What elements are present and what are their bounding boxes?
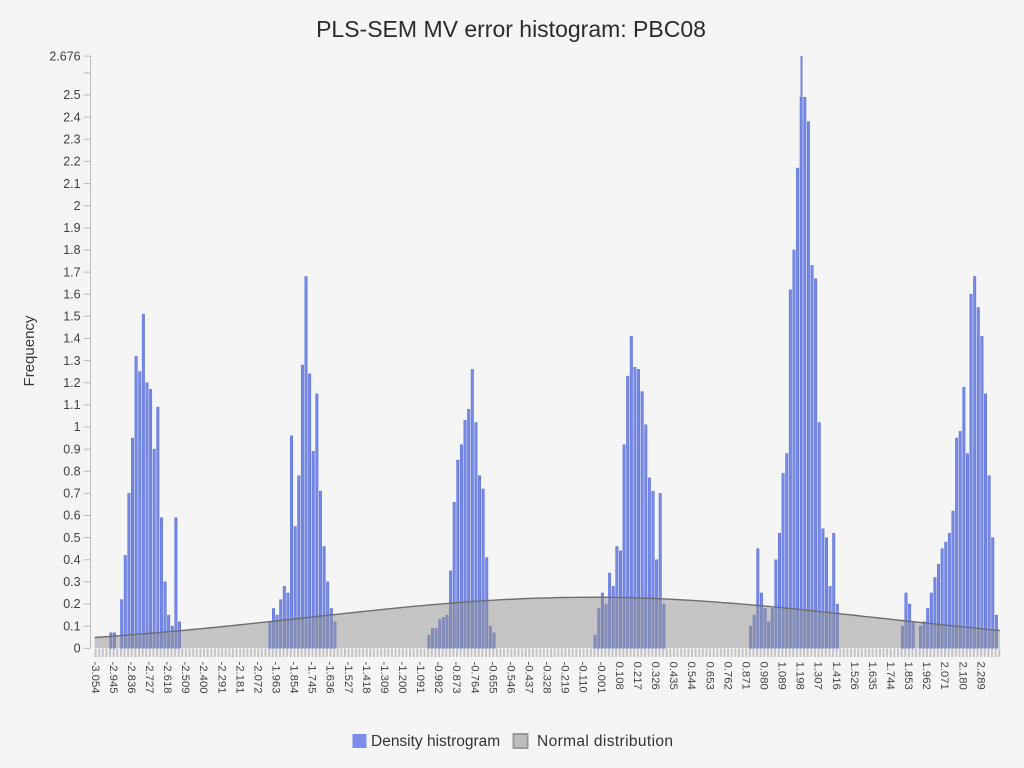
svg-text:-1.309: -1.309 <box>378 662 390 694</box>
svg-text:1.635: 1.635 <box>866 662 878 690</box>
svg-text:-2.291: -2.291 <box>215 662 227 694</box>
svg-text:0.108: 0.108 <box>613 662 625 690</box>
svg-text:0: 0 <box>74 642 81 656</box>
svg-text:2.676: 2.676 <box>49 49 80 63</box>
svg-text:-0.546: -0.546 <box>505 662 517 694</box>
svg-text:-0.110: -0.110 <box>577 662 589 693</box>
svg-text:1.9: 1.9 <box>63 221 80 235</box>
svg-text:1: 1 <box>74 420 81 434</box>
svg-text:-1.418: -1.418 <box>360 662 372 694</box>
svg-text:0.326: 0.326 <box>649 662 661 690</box>
svg-text:-0.001: -0.001 <box>595 662 607 694</box>
svg-text:0.8: 0.8 <box>63 465 80 479</box>
svg-text:0.9: 0.9 <box>63 442 80 456</box>
svg-text:0.980: 0.980 <box>758 662 770 690</box>
svg-text:0.871: 0.871 <box>739 662 751 690</box>
svg-text:-1.636: -1.636 <box>324 662 336 694</box>
svg-text:2.5: 2.5 <box>63 88 80 102</box>
svg-text:2.1: 2.1 <box>63 177 80 191</box>
svg-text:-1.745: -1.745 <box>306 662 318 694</box>
svg-text:-1.854: -1.854 <box>288 662 300 694</box>
svg-text:2.3: 2.3 <box>63 133 80 147</box>
svg-text:0.4: 0.4 <box>63 553 80 567</box>
svg-text:2.180: 2.180 <box>956 662 968 690</box>
svg-text:-2.836: -2.836 <box>125 662 137 694</box>
svg-text:1.3: 1.3 <box>63 354 80 368</box>
svg-text:1.7: 1.7 <box>63 265 80 279</box>
svg-text:0.6: 0.6 <box>63 509 80 523</box>
svg-text:-2.945: -2.945 <box>107 662 119 694</box>
svg-text:0.435: 0.435 <box>667 662 679 690</box>
svg-text:0.5: 0.5 <box>63 531 80 545</box>
svg-text:0.1: 0.1 <box>63 619 80 633</box>
svg-text:1.198: 1.198 <box>794 662 806 690</box>
svg-text:1.1: 1.1 <box>63 398 80 412</box>
svg-text:0.7: 0.7 <box>63 487 80 501</box>
svg-text:2: 2 <box>74 199 81 213</box>
svg-text:0.3: 0.3 <box>63 575 80 589</box>
svg-text:-0.328: -0.328 <box>541 662 553 694</box>
svg-text:0.653: 0.653 <box>703 662 715 690</box>
svg-text:-2.072: -2.072 <box>251 662 263 694</box>
svg-text:0.217: 0.217 <box>631 662 643 690</box>
svg-text:-0.873: -0.873 <box>450 662 462 694</box>
svg-text:1.307: 1.307 <box>812 662 824 690</box>
svg-text:1.744: 1.744 <box>884 662 896 690</box>
svg-text:-2.727: -2.727 <box>143 662 155 694</box>
svg-text:1.6: 1.6 <box>63 287 80 301</box>
svg-text:-2.400: -2.400 <box>197 662 209 694</box>
svg-text:-1.527: -1.527 <box>342 662 354 694</box>
svg-text:2.4: 2.4 <box>63 110 80 124</box>
svg-text:-0.982: -0.982 <box>432 662 444 694</box>
svg-text:2.289: 2.289 <box>974 662 986 690</box>
svg-text:2.2: 2.2 <box>63 155 80 169</box>
svg-text:-1.091: -1.091 <box>414 662 426 694</box>
svg-text:1.2: 1.2 <box>63 376 80 390</box>
svg-text:1.416: 1.416 <box>830 662 842 690</box>
svg-text:-1.963: -1.963 <box>270 662 282 694</box>
svg-text:1.8: 1.8 <box>63 243 80 257</box>
svg-text:1.4: 1.4 <box>63 332 80 346</box>
svg-text:Frequency: Frequency <box>21 315 38 386</box>
svg-text:-0.437: -0.437 <box>523 662 535 694</box>
svg-text:1.962: 1.962 <box>920 662 932 690</box>
svg-text:1.853: 1.853 <box>902 662 914 690</box>
svg-text:-2.509: -2.509 <box>179 662 191 694</box>
svg-text:2.071: 2.071 <box>938 662 950 690</box>
svg-text:-3.054: -3.054 <box>89 662 101 694</box>
svg-text:1.5: 1.5 <box>63 310 80 324</box>
svg-text:Normal distribution: Normal distribution <box>537 733 673 750</box>
svg-text:0.762: 0.762 <box>721 662 733 690</box>
svg-text:1.089: 1.089 <box>776 662 788 690</box>
svg-text:-1.200: -1.200 <box>396 662 408 694</box>
svg-text:-0.764: -0.764 <box>468 662 480 694</box>
svg-text:Density histrogram: Density histrogram <box>371 733 500 750</box>
svg-text:-2.618: -2.618 <box>161 662 173 694</box>
svg-text:0.2: 0.2 <box>63 597 80 611</box>
svg-text:PLS-SEM MV error histogram: PB: PLS-SEM MV error histogram: PBC08 <box>316 16 706 42</box>
svg-text:0.544: 0.544 <box>685 662 697 690</box>
svg-text:-0.655: -0.655 <box>486 662 498 694</box>
svg-text:-2.181: -2.181 <box>233 662 245 694</box>
svg-text:1.526: 1.526 <box>848 662 860 690</box>
svg-text:-0.219: -0.219 <box>559 662 571 694</box>
